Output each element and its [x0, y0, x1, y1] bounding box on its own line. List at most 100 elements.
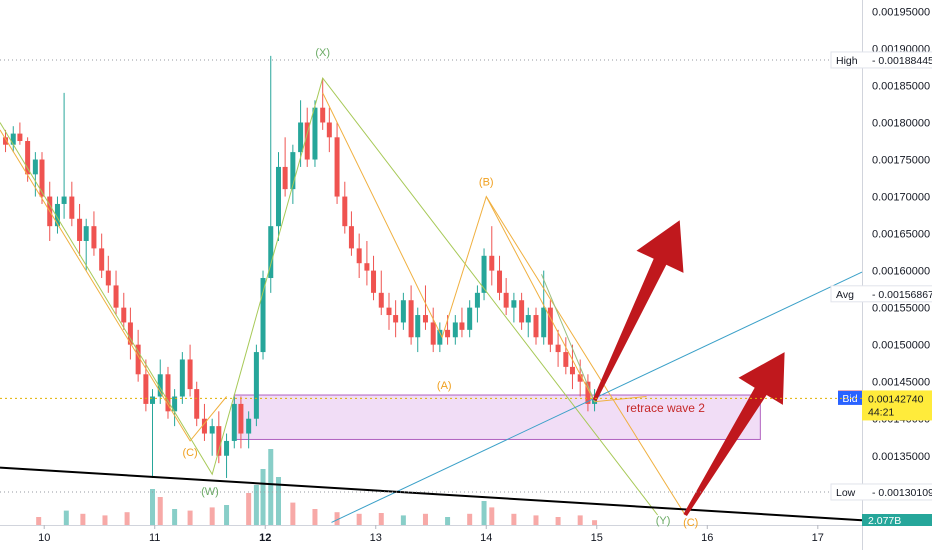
candle-body	[393, 315, 399, 323]
candle-body	[165, 374, 171, 412]
countdown: 44:21	[868, 406, 894, 418]
volume-bar	[260, 469, 266, 525]
x-tick-label: 16	[701, 532, 713, 544]
grid	[0, 0, 863, 550]
x-tick-label: 13	[370, 532, 382, 544]
candle-body	[298, 122, 304, 153]
candle-body	[179, 359, 185, 397]
y-tick-label: 0.00185000	[872, 80, 930, 92]
red-arrow	[592, 220, 684, 402]
candle-body	[555, 344, 561, 353]
candle-body	[304, 122, 310, 160]
x-tick-label: 10	[38, 532, 50, 544]
volume-bar	[102, 515, 108, 525]
candle-body	[569, 366, 575, 375]
price-tag-box	[830, 483, 932, 501]
candle-body	[525, 315, 531, 323]
x-tick-label: 15	[591, 532, 603, 544]
candle-body	[83, 226, 89, 241]
candle-body	[260, 278, 266, 353]
wave-label: (C)	[683, 517, 698, 529]
volume-bar	[172, 509, 178, 525]
candle-body	[342, 196, 348, 227]
volume-bar	[224, 505, 230, 525]
x-tick-label: 12	[259, 532, 271, 544]
y-tick-label: 0.00175000	[872, 155, 930, 167]
wave-label: (A)	[437, 380, 452, 392]
retrace-zone: retrace wave 2	[233, 394, 761, 440]
time-axis[interactable]: 10 11 12 13 14 15 16 17	[38, 525, 824, 544]
candle-body	[445, 329, 451, 338]
volume-bar	[533, 515, 539, 525]
volume-bar	[378, 513, 384, 525]
candle-body	[533, 315, 539, 338]
candle-body	[91, 226, 97, 249]
candle-body	[25, 141, 31, 175]
candle-body	[268, 226, 274, 279]
candle-body	[563, 352, 569, 367]
candle-body	[452, 322, 458, 338]
volume-bar	[356, 513, 362, 525]
candle-body	[143, 374, 149, 404]
candle-body	[201, 418, 207, 434]
candle-body	[364, 263, 370, 271]
volume-bar	[555, 517, 561, 525]
candle-body	[408, 300, 414, 338]
volume-bar	[592, 520, 598, 525]
volume-bar	[80, 513, 86, 525]
projection-arrows	[592, 220, 785, 516]
wave-labels: (X) (B) (A) (C) (W) (Y) (C)	[182, 47, 698, 529]
y-tick-label: 0.00155000	[872, 303, 930, 315]
volume-bar	[481, 501, 487, 525]
wave-label: (B)	[479, 176, 494, 188]
price-tag-box	[830, 51, 932, 69]
candle-body	[489, 255, 495, 271]
candle-body	[172, 396, 178, 412]
current-price-box	[862, 390, 932, 421]
volume-bars	[36, 449, 598, 525]
candle-body	[216, 426, 222, 456]
candle-body	[10, 133, 16, 145]
candle-body	[99, 248, 105, 271]
volume-bar	[400, 515, 406, 525]
y-tick-label: 0.00180000	[872, 117, 930, 129]
candle-body	[39, 159, 45, 197]
candle-body	[77, 218, 83, 241]
candle-body	[334, 137, 340, 197]
candle-body	[150, 396, 156, 404]
candle-body	[238, 403, 244, 434]
candle-body	[282, 166, 288, 190]
candle-body	[127, 322, 133, 345]
y-tick-label: 0.00195000	[872, 6, 930, 18]
current-price-value: 0.00142740	[868, 393, 924, 405]
candle-body	[3, 137, 9, 145]
wave-line	[0, 77, 658, 516]
candle-body	[348, 226, 354, 249]
price-tag-label: Avg	[836, 289, 854, 301]
retrace-zone-box	[233, 394, 761, 440]
volume-bar	[312, 509, 318, 525]
wave-label: (Y)	[656, 515, 671, 527]
candle-body	[481, 255, 487, 293]
candle-body	[511, 300, 517, 308]
candle-body	[378, 292, 384, 308]
y-tick-label: 0.00160000	[872, 266, 930, 278]
candle-body	[312, 107, 318, 160]
candle-body	[437, 329, 443, 345]
candle-body	[371, 270, 377, 293]
candle-body	[415, 315, 421, 338]
candle-body	[503, 292, 509, 308]
wave-label: (C)	[182, 447, 197, 459]
volume-bar	[246, 493, 252, 525]
candle-body	[253, 352, 259, 419]
candle-body	[474, 292, 480, 308]
wave-label: (X)	[315, 47, 330, 59]
price-tag-label-box	[838, 390, 862, 405]
volume-bar	[63, 510, 69, 525]
volume-bar	[150, 489, 156, 525]
price-tag-box	[830, 285, 932, 303]
volume-bar	[290, 502, 296, 525]
candle-body	[135, 344, 141, 375]
